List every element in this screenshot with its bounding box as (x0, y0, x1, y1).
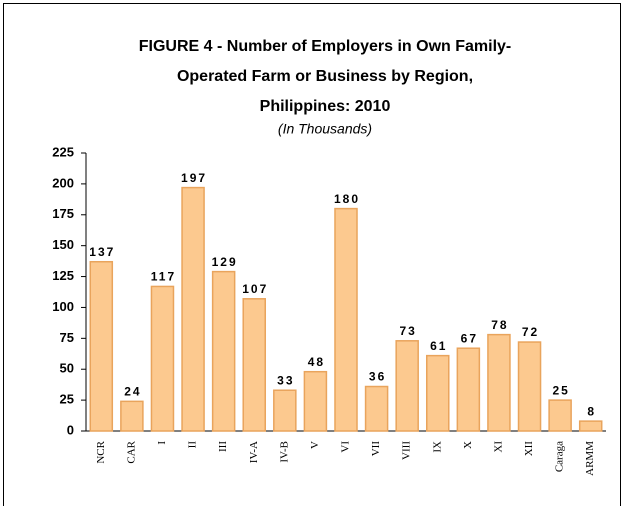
x-tick-label: X (462, 441, 474, 449)
value-label: 25 (552, 383, 569, 397)
value-label: 67 (461, 331, 478, 345)
x-tick-label: II (187, 441, 199, 449)
x-tick-label: XII (523, 441, 535, 457)
bar (150, 285, 175, 432)
y-tick-label: 200 (52, 175, 74, 190)
value-label: 73 (399, 324, 416, 338)
chart-title: Operated Farm or Business by Region, (177, 68, 473, 85)
chart-title: FIGURE 4 - Number of Employers in Own Fa… (139, 38, 512, 55)
x-tick-label: ARMM (584, 441, 596, 476)
chart-subtitle: (In Thousands) (278, 121, 372, 137)
y-tick-label: 125 (52, 268, 74, 283)
bar (89, 260, 114, 432)
x-tick-label: IX (431, 441, 443, 453)
x-tick-label: XI (492, 441, 504, 453)
x-tick-label: IV-B (278, 441, 290, 463)
x-tick-label: III (217, 441, 229, 452)
bar (487, 333, 511, 432)
value-label: 8 (587, 404, 596, 418)
value-label: 72 (522, 325, 539, 339)
value-label: 129 (212, 255, 238, 269)
bar (181, 186, 205, 432)
value-label: 107 (242, 282, 268, 296)
x-tick-label: Caraga (554, 441, 566, 472)
value-label: 137 (89, 245, 115, 259)
value-label: 117 (151, 270, 176, 284)
y-tick-label: 50 (60, 361, 74, 376)
bar (364, 385, 389, 432)
bar (456, 347, 481, 432)
bar (548, 399, 572, 432)
x-tick-label: VI (340, 441, 352, 453)
x-tick-label: VIII (401, 441, 413, 460)
bar (517, 341, 542, 432)
y-tick-label: 225 (52, 144, 74, 159)
y-tick-label: 175 (52, 206, 74, 221)
y-tick-label: 25 (60, 392, 74, 407)
bar (578, 420, 603, 432)
x-tick-label: V (309, 441, 321, 449)
bar (120, 400, 144, 432)
value-label: 78 (491, 318, 508, 332)
x-tick-label: CAR (125, 440, 137, 463)
x-tick-label: IV-A (248, 441, 260, 463)
bar (273, 389, 297, 432)
value-label: 61 (430, 339, 447, 353)
bar (334, 207, 358, 432)
y-tick-label: 100 (52, 299, 74, 314)
value-label: 197 (181, 171, 207, 185)
value-label: 48 (308, 355, 325, 369)
value-label: 24 (124, 385, 141, 399)
x-tick-label: VII (370, 441, 382, 457)
value-label: 33 (277, 373, 294, 387)
y-tick-label: 150 (52, 237, 74, 252)
bar (303, 370, 328, 432)
y-tick-label: 75 (60, 330, 74, 345)
value-label: 180 (334, 192, 360, 206)
x-tick-label: NCR (95, 440, 107, 463)
bar (426, 354, 450, 432)
value-label: 36 (369, 370, 386, 384)
bar (211, 270, 236, 432)
bar (242, 298, 266, 432)
x-tick-label: I (156, 441, 168, 445)
y-tick-label: 0 (67, 422, 74, 437)
bar (395, 340, 419, 432)
chart-title: Philippines: 2010 (260, 98, 391, 115)
